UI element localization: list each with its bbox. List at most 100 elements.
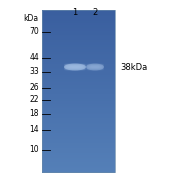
Bar: [42, 141, 115, 143]
Bar: [42, 80, 115, 82]
Bar: [42, 101, 115, 103]
Text: 14: 14: [29, 125, 39, 134]
Bar: [42, 104, 115, 106]
Bar: [42, 120, 115, 122]
Bar: [42, 129, 115, 131]
Bar: [42, 98, 115, 100]
Bar: [42, 44, 115, 46]
Ellipse shape: [86, 68, 104, 70]
Bar: [42, 158, 115, 160]
Bar: [42, 148, 115, 150]
Bar: [42, 41, 115, 43]
Text: 22: 22: [30, 96, 39, 105]
Bar: [42, 20, 115, 22]
Bar: [42, 115, 115, 117]
Bar: [42, 17, 115, 19]
Bar: [42, 165, 115, 166]
Bar: [42, 54, 115, 56]
Bar: [42, 89, 115, 91]
Bar: [42, 111, 115, 112]
Text: 70: 70: [29, 28, 39, 37]
Bar: [42, 134, 115, 136]
Bar: [42, 103, 115, 105]
Bar: [42, 152, 115, 154]
Bar: [42, 155, 115, 157]
Bar: [42, 161, 115, 163]
Bar: [42, 30, 115, 31]
Bar: [42, 33, 115, 35]
Bar: [42, 49, 115, 51]
Bar: [42, 38, 115, 40]
Bar: [42, 13, 115, 15]
Ellipse shape: [64, 63, 86, 65]
Bar: [42, 117, 115, 119]
Bar: [42, 22, 115, 24]
Bar: [42, 31, 115, 33]
Bar: [42, 79, 115, 81]
Bar: [42, 48, 115, 50]
Bar: [42, 112, 115, 114]
Bar: [42, 116, 115, 118]
Bar: [42, 107, 115, 109]
Ellipse shape: [86, 66, 104, 69]
Bar: [42, 40, 115, 42]
Bar: [42, 51, 115, 53]
Bar: [42, 126, 115, 128]
Bar: [42, 78, 115, 80]
Bar: [42, 166, 115, 168]
Ellipse shape: [64, 65, 86, 67]
Bar: [42, 58, 115, 60]
Bar: [42, 74, 115, 76]
Bar: [42, 94, 115, 96]
Bar: [42, 46, 115, 48]
Bar: [42, 153, 115, 155]
Bar: [42, 102, 115, 104]
Ellipse shape: [64, 68, 86, 70]
Bar: [42, 35, 115, 37]
Ellipse shape: [86, 68, 104, 70]
Text: 44: 44: [29, 53, 39, 62]
Bar: [42, 34, 115, 36]
Ellipse shape: [86, 65, 104, 68]
Bar: [42, 144, 115, 146]
Ellipse shape: [64, 68, 86, 70]
Bar: [42, 138, 115, 140]
Bar: [42, 63, 115, 65]
Ellipse shape: [86, 69, 104, 71]
Ellipse shape: [64, 64, 86, 66]
Bar: [42, 15, 115, 17]
Bar: [42, 87, 115, 89]
Bar: [42, 170, 115, 172]
Ellipse shape: [64, 65, 86, 67]
Bar: [42, 28, 115, 30]
Bar: [42, 86, 115, 88]
Bar: [42, 92, 115, 94]
Text: 38kDa: 38kDa: [120, 62, 147, 71]
Bar: [42, 72, 115, 74]
Ellipse shape: [64, 64, 86, 66]
Bar: [42, 145, 115, 147]
Bar: [42, 25, 115, 27]
Text: 26: 26: [29, 84, 39, 93]
Bar: [42, 12, 115, 14]
Bar: [42, 65, 115, 67]
Bar: [42, 171, 115, 173]
Ellipse shape: [86, 64, 104, 66]
Bar: [42, 53, 115, 55]
Bar: [42, 95, 115, 97]
Bar: [42, 10, 115, 12]
Bar: [42, 154, 115, 156]
Bar: [42, 82, 115, 84]
Ellipse shape: [64, 66, 86, 68]
Ellipse shape: [64, 69, 86, 71]
Text: 33: 33: [29, 68, 39, 76]
Ellipse shape: [64, 67, 86, 69]
Ellipse shape: [64, 66, 86, 68]
Bar: [42, 77, 115, 79]
Bar: [42, 114, 115, 116]
Bar: [42, 64, 115, 66]
Bar: [42, 127, 115, 129]
Bar: [42, 57, 115, 59]
Bar: [42, 37, 115, 39]
Bar: [42, 47, 115, 49]
